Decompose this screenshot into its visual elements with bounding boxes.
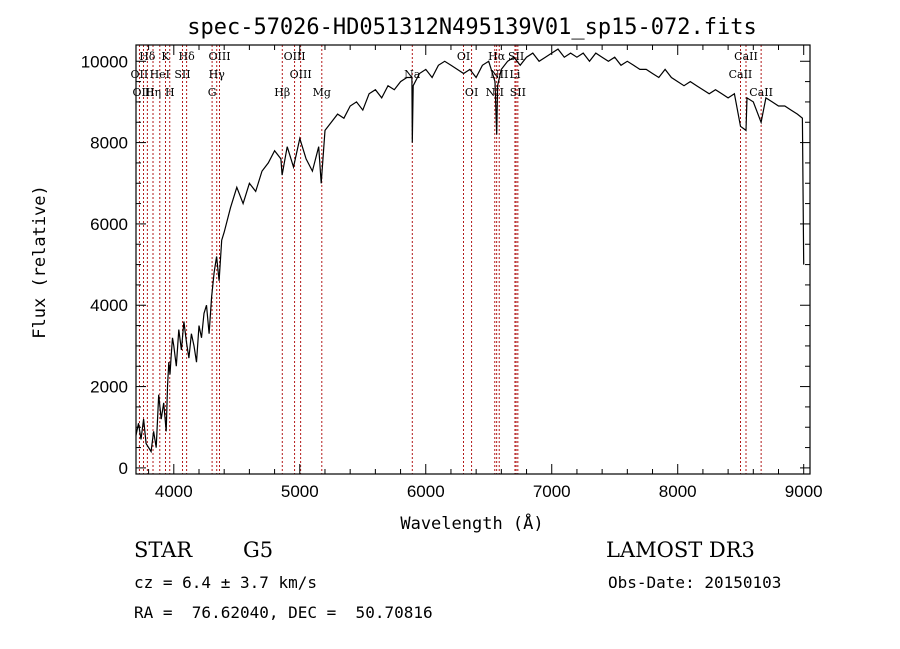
y-tick-label: 6000 [90,215,128,234]
x-axis-label: Wavelength (Å) [400,512,543,534]
line-marker-label: OIII [290,68,312,81]
line-marker-label: SII [510,86,526,99]
line-marker-label: OI [465,86,478,99]
x-tick-label: 9000 [785,482,823,501]
line-marker-label: Hη [145,86,161,99]
y-axis-label: Flux (relative) [30,185,50,339]
line-marker-label: Hδ [179,50,196,63]
line-marker-label: SII [508,50,524,63]
line-marker-label: K [161,50,170,63]
survey-label: LAMOST DR3 [606,538,755,562]
y-tick-label: 4000 [90,296,128,315]
spectrum-series-line [135,48,805,454]
x-tick-label: 5000 [281,482,319,501]
line-marker-label: HeI [150,68,170,81]
line-marker-label: NII [490,68,508,81]
line-marker-label: Hα [488,50,506,63]
y-tick-label: 10000 [81,52,128,71]
x-tick-label: 6000 [407,482,445,501]
line-marker-label: CaII [729,68,753,81]
line-marker-label: Na [404,68,421,81]
x-tick-label: 8000 [659,482,697,501]
line-marker-label: H [165,86,175,99]
line-marker-label: Mg [313,86,331,99]
line-marker-label: CaII [734,50,758,63]
line-marker-label: CaII [749,86,773,99]
line-marker-label: OI [457,50,470,63]
line-marker-label: G [208,86,217,99]
plot-axes: 4000 5000 6000 7000 8000 9000 0 2000 4000 6000 800… [81,44,823,501]
line-marker-label: Li [510,68,521,81]
line-marker-label: Hδ [139,50,156,63]
coordinates-label: RA = 76.62040, DEC = 50.70816 [134,603,433,622]
line-marker-label: SII [174,68,190,81]
plot-frame [135,44,811,475]
y-tick-label: 0 [119,459,128,478]
line-marker-label: OII [131,68,149,81]
object-class-label: STAR [134,538,193,562]
y-tick-label: 8000 [90,134,128,153]
redshift-velocity-label: cz = 6.4 ± 3.7 km/s [134,573,318,592]
line-marker-lines [138,45,762,474]
line-marker-label: Hγ [209,68,226,81]
y-tick-label: 2000 [90,378,128,397]
x-tick-label: 7000 [533,482,571,501]
line-marker-label: OIII [133,86,155,99]
x-tick-label: 4000 [155,482,193,501]
line-marker-label: Hβ [274,86,290,99]
obs-date-label: Obs-Date: 20150103 [608,573,782,592]
chart-title: spec-57026-HD051312N495139V01_sp15-072.f… [187,15,757,40]
subclass-label: G5 [243,538,274,562]
line-marker-label: OIII [284,50,306,63]
line-marker-label: OIII [208,50,230,63]
line-marker-label: NII [486,86,504,99]
